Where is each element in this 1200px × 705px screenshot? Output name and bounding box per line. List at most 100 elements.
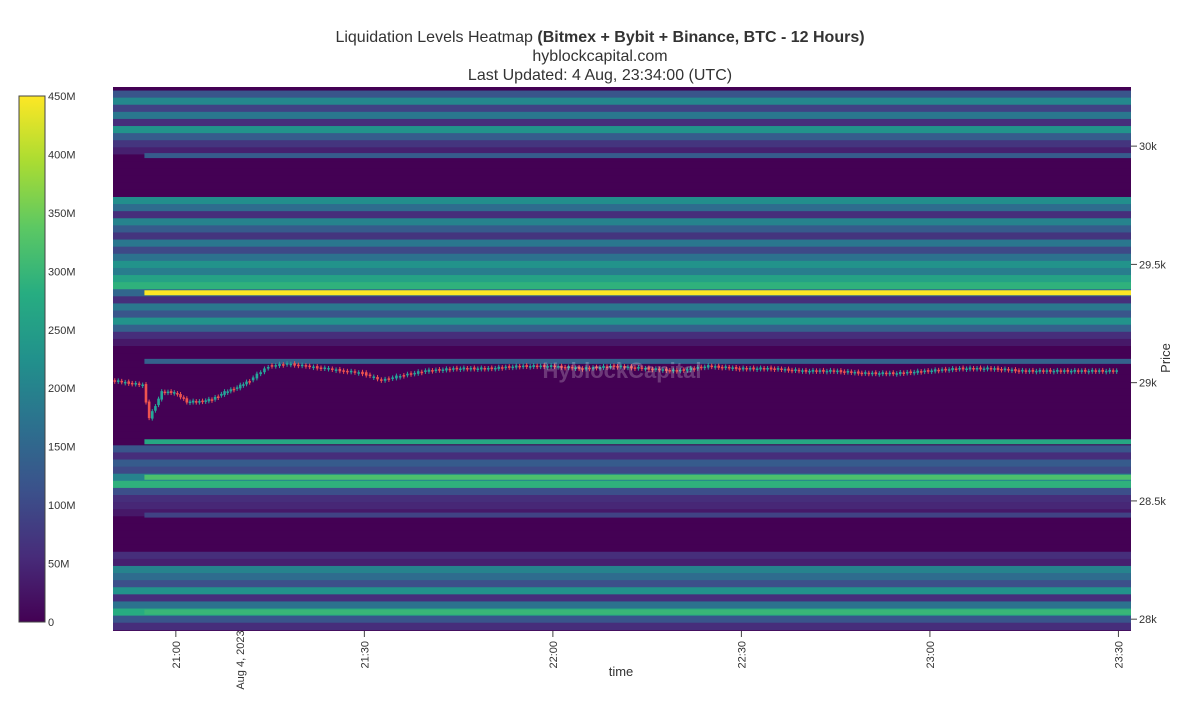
candle: [376, 376, 379, 380]
candle: [383, 378, 387, 381]
candle: [679, 369, 682, 372]
heatmap-band: [113, 565, 1131, 574]
candle: [157, 398, 160, 406]
candle: [223, 391, 226, 395]
heatmap-band: [113, 196, 1131, 205]
candle: [424, 370, 427, 372]
candle: [556, 366, 560, 368]
candle: [933, 369, 937, 372]
candle: [1108, 369, 1112, 372]
heatmap-band: [113, 388, 1131, 397]
candle: [958, 367, 961, 370]
candle: [191, 400, 195, 403]
heatmap-band: [113, 324, 1131, 333]
candle: [951, 368, 954, 371]
candle: [947, 369, 951, 371]
candle: [312, 366, 315, 369]
liquidation-level-line: [144, 512, 1132, 518]
candle: [315, 366, 319, 369]
candle: [1045, 370, 1049, 372]
candle: [514, 365, 518, 368]
heatmap-band: [113, 573, 1131, 581]
candle: [297, 364, 300, 367]
heatmap-band: [113, 154, 1131, 163]
candle: [327, 367, 330, 370]
heatmap-band: [113, 587, 1131, 595]
candle: [703, 366, 707, 369]
candle: [993, 368, 996, 370]
candle: [864, 372, 867, 374]
heatmap-layer: [113, 87, 1131, 631]
candle: [595, 366, 598, 369]
candle: [521, 365, 525, 368]
candle: [916, 370, 919, 373]
candle: [644, 367, 647, 370]
candle: [431, 370, 434, 372]
candle: [584, 367, 588, 370]
candle: [255, 373, 259, 379]
candle: [259, 372, 262, 375]
candle: [975, 367, 979, 370]
candle: [682, 369, 686, 371]
candle: [266, 367, 270, 369]
candle: [574, 367, 577, 369]
candle: [1035, 370, 1038, 373]
x-axis: 21:00 21:30 22:00 22:30 23:00 23:30: [171, 631, 1125, 669]
candle: [263, 368, 266, 373]
y-tick-label: 28.5k: [1139, 496, 1166, 508]
colorbar-tick-label: 350M: [48, 208, 76, 220]
heatmap-band: [113, 502, 1131, 510]
candle: [338, 368, 342, 372]
heatmap-band: [113, 480, 1131, 489]
heatmap-band: [113, 282, 1131, 290]
candle: [166, 391, 170, 394]
candle: [692, 368, 696, 370]
candle: [829, 369, 832, 372]
candle: [912, 371, 916, 374]
candle: [637, 366, 640, 369]
heatmap-band: [113, 218, 1131, 226]
candle: [766, 367, 769, 370]
candle: [685, 369, 689, 371]
heatmap-band: [113, 402, 1131, 411]
candle: [308, 365, 311, 368]
candle: [923, 370, 926, 373]
chart-title: Liquidation Levels Heatmap (Bitmex + Byb…: [0, 28, 1200, 47]
candle: [150, 411, 154, 419]
candle: [713, 366, 717, 368]
candle: [905, 371, 909, 374]
candle: [790, 369, 794, 372]
candle: [380, 379, 383, 381]
heatmap-band: [113, 317, 1131, 326]
candle: [1115, 370, 1118, 372]
colorbar-tick-label: 0: [48, 617, 54, 629]
candle: [232, 388, 236, 391]
candle: [535, 365, 539, 368]
candle: [182, 397, 185, 399]
candle: [469, 367, 473, 370]
candle: [504, 366, 508, 369]
candle: [930, 370, 933, 373]
candle: [207, 398, 211, 402]
heatmap-band: [113, 140, 1131, 148]
candle: [954, 368, 958, 371]
candle: [549, 365, 553, 368]
candle: [640, 367, 644, 369]
heatmap-band: [113, 395, 1131, 404]
heatmap-band: [113, 495, 1131, 503]
candle: [304, 365, 308, 367]
candle: [319, 367, 323, 370]
heatmap-band: [113, 126, 1131, 134]
candle: [972, 367, 975, 370]
heatmap-band: [113, 225, 1131, 233]
y-tick-label: 29k: [1139, 378, 1157, 390]
candle: [588, 367, 591, 370]
candle: [1038, 369, 1042, 372]
candle: [1070, 370, 1073, 373]
heatmap-band: [113, 487, 1131, 496]
candle: [1052, 370, 1056, 373]
candle: [1049, 369, 1052, 372]
candle: [560, 365, 563, 368]
candle: [123, 381, 127, 384]
